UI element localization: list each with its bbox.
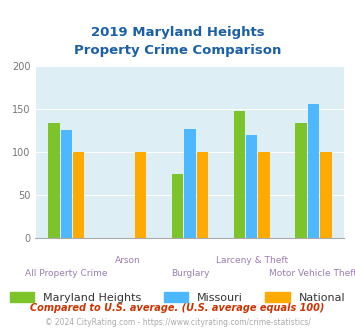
Text: Compared to U.S. average. (U.S. average equals 100): Compared to U.S. average. (U.S. average … [30, 303, 325, 313]
Bar [135, 152, 146, 238]
Bar [172, 174, 183, 238]
Text: Motor Vehicle Theft: Motor Vehicle Theft [269, 269, 355, 278]
Text: All Property Crime: All Property Crime [25, 269, 108, 278]
Bar [184, 129, 196, 238]
Text: 2019 Maryland Heights
Property Crime Comparison: 2019 Maryland Heights Property Crime Com… [74, 26, 281, 57]
Text: Larceny & Theft: Larceny & Theft [215, 256, 288, 265]
Bar [73, 152, 84, 238]
Text: Arson: Arson [115, 256, 141, 265]
Bar [197, 152, 208, 238]
Bar [308, 104, 319, 238]
Bar [61, 130, 72, 238]
Text: Burglary: Burglary [171, 269, 209, 278]
Text: © 2024 CityRating.com - https://www.cityrating.com/crime-statistics/: © 2024 CityRating.com - https://www.city… [45, 318, 310, 327]
Legend: Maryland Heights, Missouri, National: Maryland Heights, Missouri, National [5, 288, 350, 307]
Bar [295, 123, 307, 238]
Bar [258, 152, 270, 238]
Bar [320, 152, 332, 238]
Bar [48, 123, 60, 238]
Bar [246, 135, 257, 238]
Bar [234, 112, 245, 238]
